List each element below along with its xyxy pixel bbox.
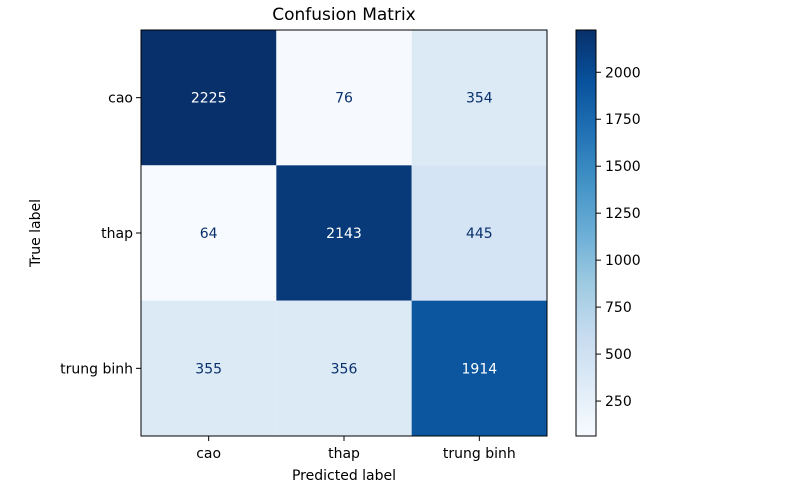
cell-value-label: 355 <box>195 361 222 377</box>
heatmap-cell <box>141 165 277 301</box>
heatmap-cell <box>141 300 277 436</box>
cell-value-label: 445 <box>466 226 493 242</box>
colorbar-tick-label: 2000 <box>605 65 641 81</box>
cell-value-label: 1914 <box>462 361 498 377</box>
y-tick-label: thap <box>101 226 133 242</box>
y-axis-label: True label <box>28 199 44 268</box>
heatmap-cell <box>276 165 412 301</box>
colorbar-tick-label: 1000 <box>605 253 641 269</box>
colorbar-tick-label: 1250 <box>605 206 641 222</box>
x-tick-label: thap <box>328 446 360 462</box>
x-axis-ticks: cao thap trung binh <box>196 436 516 462</box>
heatmap-cell <box>276 300 412 436</box>
cell-value-label: 354 <box>466 91 493 107</box>
x-axis-label: Predicted label <box>292 468 396 484</box>
heatmap-cell <box>141 30 277 166</box>
cell-value-label: 2225 <box>191 91 227 107</box>
heatmap-cell <box>411 300 547 436</box>
colorbar-tick-label: 1500 <box>605 159 641 175</box>
x-tick-label: trung binh <box>443 446 516 462</box>
y-axis-ticks: cao thap trung binh <box>60 91 141 377</box>
chart-title: Confusion Matrix <box>272 5 416 25</box>
colorbar-tick-label: 750 <box>605 300 632 316</box>
heatmap-cell <box>411 165 547 301</box>
cell-value-label: 64 <box>200 226 218 242</box>
heatmap-cells <box>141 30 547 436</box>
colorbar-tick-label: 500 <box>605 347 632 363</box>
heatmap-cell <box>411 30 547 166</box>
cell-value-label: 356 <box>331 361 358 377</box>
y-tick-label: cao <box>108 91 133 107</box>
x-tick-label: cao <box>196 446 221 462</box>
cell-value-label: 2143 <box>326 226 362 242</box>
colorbar-tick-label: 1750 <box>605 112 641 128</box>
heatmap-cell <box>276 30 412 166</box>
colorbar-ticks: 250 500 750 1000 1250 1500 1750 2000 <box>596 65 641 410</box>
cell-value-label: 76 <box>335 91 353 107</box>
colorbar <box>575 29 597 437</box>
colorbar-tick-label: 250 <box>605 394 632 410</box>
y-tick-label: trung binh <box>60 361 133 377</box>
heatmap-cell-labels: 2225 76 354 64 2143 445 355 356 1914 <box>191 91 497 378</box>
